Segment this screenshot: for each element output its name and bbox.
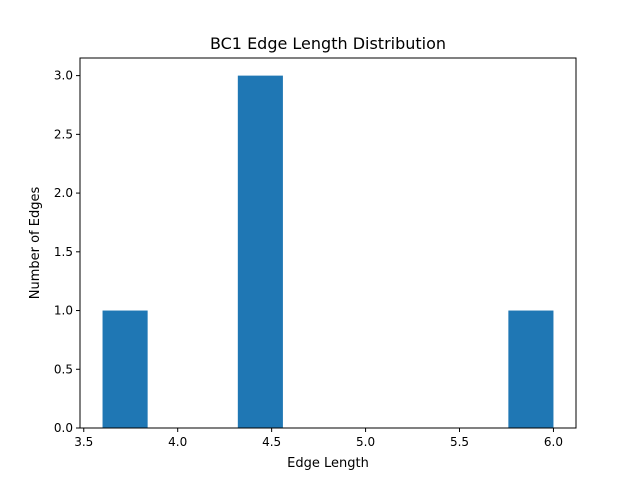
y-axis-ticks: 0.0 0.5 1.0 1.5 2.0 2.5 3.0	[54, 69, 80, 435]
y-tick-label: 2.0	[54, 186, 73, 200]
x-tick-label: 3.5	[74, 435, 93, 449]
x-axis-label: Edge Length	[287, 456, 369, 471]
y-tick-label: 0.5	[54, 362, 73, 376]
y-tick-label: 2.5	[54, 127, 73, 141]
y-tick-label: 1.5	[54, 245, 73, 259]
histogram-bar-3	[237, 75, 283, 428]
chart-title: BC1 Edge Length Distribution	[210, 34, 446, 53]
y-tick-label: 3.0	[54, 69, 73, 83]
plot-frame	[79, 57, 577, 429]
x-tick-label: 5.0	[356, 435, 375, 449]
x-tick-label: 5.5	[450, 435, 469, 449]
histogram-bar-0	[102, 310, 148, 428]
y-tick-label: 0.0	[54, 421, 73, 435]
x-tick-label: 4.0	[168, 435, 187, 449]
x-tick-label: 4.5	[262, 435, 281, 449]
y-tick-label: 1.0	[54, 304, 73, 318]
histogram-bar-9	[508, 310, 554, 428]
y-axis-label: Number of Edges	[28, 187, 43, 300]
x-tick-label: 6.0	[544, 435, 563, 449]
x-axis-ticks: 3.5 4.0 4.5 5.0 5.5 6.0	[74, 428, 563, 449]
bars-group	[102, 75, 554, 428]
